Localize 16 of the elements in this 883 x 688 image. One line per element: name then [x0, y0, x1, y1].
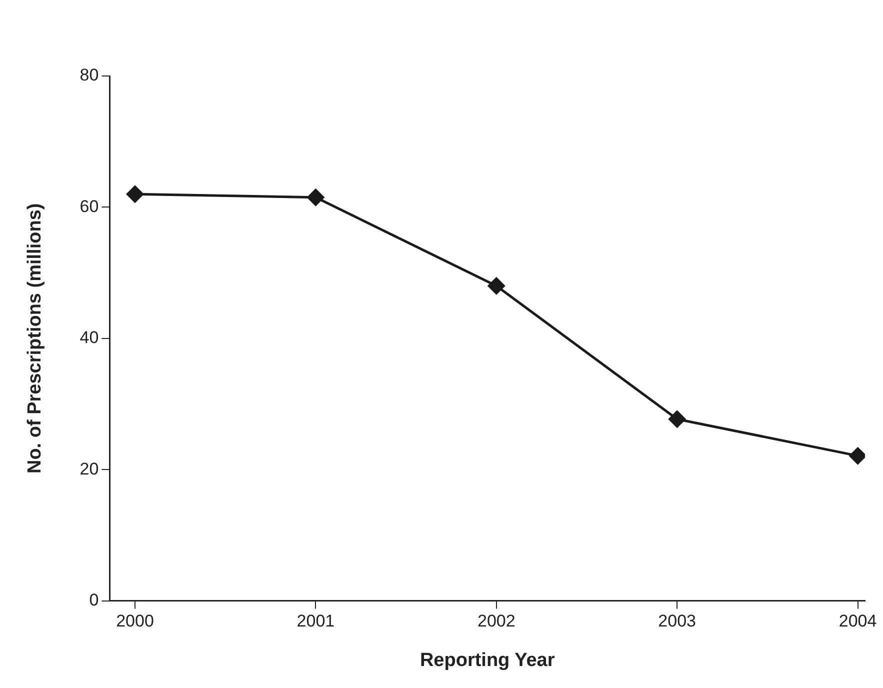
x-tick-label: 2002: [477, 612, 516, 631]
x-tick-label: 2001: [296, 612, 335, 631]
x-tick-label: 2000: [116, 612, 154, 631]
y-tick-label: 60: [80, 196, 99, 216]
y-tick-label: 20: [80, 459, 99, 478]
point: [487, 276, 506, 295]
x-axis-title: Reporting Year: [420, 650, 556, 671]
x-tick-label: 2004: [838, 612, 877, 631]
y-tick-label: 80: [80, 66, 99, 85]
y-tick-label: 40: [80, 328, 99, 348]
x-tick-label: 2003: [658, 612, 696, 631]
y-axis-title: No. of Prescriptions (millions): [24, 203, 46, 474]
point: [126, 185, 144, 204]
point: [306, 188, 325, 206]
y-tick-label: 0: [89, 590, 99, 610]
point: [668, 410, 686, 428]
